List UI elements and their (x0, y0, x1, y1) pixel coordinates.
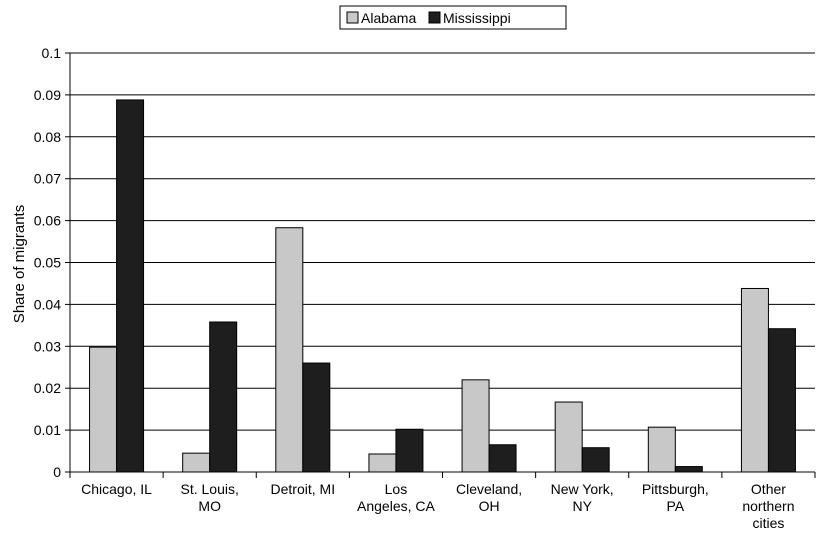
x-tick-label: Chicago, IL (81, 481, 152, 497)
bar-mississippi-5 (581, 447, 610, 473)
bar-mississippi-1 (209, 321, 238, 473)
y-tick-labels: 0 0.01 0.02 0.03 0.04 0.05 0.06 0.07 0.08 0.09 0.1 (34, 45, 61, 480)
x-tick-label-line: Angeles, CA (357, 498, 435, 514)
x-tick-label-line: Other (751, 481, 786, 497)
x-tick-label: Cleveland, OH (456, 481, 522, 514)
legend-swatch-alabama (346, 11, 359, 24)
legend-box (339, 5, 567, 30)
x-tick-label-line: cities (752, 515, 784, 531)
x-tick-label-line: PA (666, 498, 684, 514)
x-tick-label: Los Angeles, CA (357, 481, 435, 514)
bar-mississippi-6 (674, 466, 703, 473)
bars (89, 99, 796, 473)
y-axis-label: Share of migrants (11, 205, 28, 323)
x-tick-label-line: OH (479, 498, 500, 514)
bar-alabama-1 (182, 452, 211, 473)
bar-mississippi-4 (488, 444, 517, 473)
y-tick-label: 0.06 (34, 213, 61, 229)
bar-alabama-0 (89, 346, 118, 473)
x-tick-label: Pittsburgh, PA (642, 481, 709, 514)
x-tick-label-line: Detroit, MI (271, 481, 336, 497)
x-tick-label-line: NY (572, 498, 592, 514)
bar-alabama-4 (461, 379, 490, 473)
legend-label-alabama: Alabama (361, 10, 416, 26)
y-tick-label: 0.1 (42, 45, 62, 61)
x-tick-label: New York, NY (551, 481, 614, 514)
legend: Alabama Mississippi (339, 5, 567, 30)
y-tick-label: 0.02 (34, 380, 61, 396)
x-tick-label-line: Los (385, 481, 408, 497)
gridlines (65, 52, 815, 473)
bar-mississippi-2 (302, 362, 331, 473)
bar-alabama-5 (554, 401, 583, 473)
x-tick-label-line: St. Louis, (181, 481, 239, 497)
y-tick-label: 0.05 (34, 255, 61, 271)
x-tick-label-line: Pittsburgh, (642, 481, 709, 497)
legend-swatch-mississippi (428, 11, 441, 24)
x-tick-labels: Chicago, IL St. Louis, MO Detroit, MI Los Ang… (81, 481, 794, 531)
x-tick-label-line: MO (198, 498, 221, 514)
bar-mississippi-0 (116, 99, 145, 473)
bar-mississippi-3 (395, 428, 424, 473)
axes (69, 53, 816, 478)
bar-alabama-7 (740, 287, 769, 473)
x-tick-label: St. Louis, MO (181, 481, 239, 514)
y-tick-label: 0.08 (34, 129, 61, 145)
x-tick-label-line: Cleveland, (456, 481, 522, 497)
y-tick-label: 0.04 (34, 296, 61, 312)
bar-alabama-3 (368, 453, 397, 473)
bar-alabama-6 (647, 426, 676, 473)
x-tick-label-line: Chicago, IL (81, 481, 152, 497)
y-tick-label: 0.09 (34, 87, 61, 103)
x-tick-label: Other northern cities (742, 481, 794, 531)
bar-alabama-2 (275, 227, 304, 473)
x-tick-label-line: New York, (551, 481, 614, 497)
bar-mississippi-7 (767, 328, 796, 473)
y-tick-label: 0.01 (34, 422, 61, 438)
legend-label-mississippi: Mississippi (443, 10, 511, 26)
y-tick-label: 0.07 (34, 171, 61, 187)
x-tick-label: Detroit, MI (271, 481, 336, 497)
y-tick-label: 0 (53, 464, 61, 480)
y-tick-label: 0.03 (34, 338, 61, 354)
x-tick-label-line: northern (742, 498, 794, 514)
